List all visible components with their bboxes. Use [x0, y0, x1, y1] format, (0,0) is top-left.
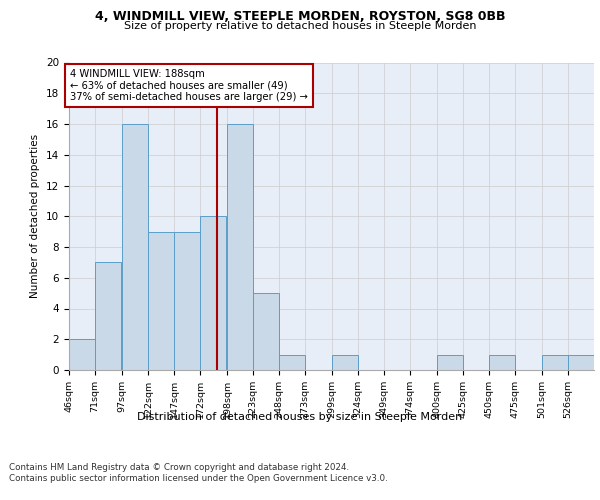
Bar — [542, 354, 568, 370]
Text: Distribution of detached houses by size in Steeple Morden: Distribution of detached houses by size … — [137, 412, 463, 422]
Text: Size of property relative to detached houses in Steeple Morden: Size of property relative to detached ho… — [124, 21, 476, 31]
Bar — [279, 354, 305, 370]
Bar — [437, 354, 463, 370]
Bar — [332, 354, 358, 370]
Text: 4 WINDMILL VIEW: 188sqm
← 63% of detached houses are smaller (49)
37% of semi-de: 4 WINDMILL VIEW: 188sqm ← 63% of detache… — [70, 68, 308, 102]
Bar — [227, 124, 253, 370]
Text: Contains HM Land Registry data © Crown copyright and database right 2024.: Contains HM Land Registry data © Crown c… — [9, 462, 349, 471]
Bar — [95, 262, 121, 370]
Text: 4, WINDMILL VIEW, STEEPLE MORDEN, ROYSTON, SG8 0BB: 4, WINDMILL VIEW, STEEPLE MORDEN, ROYSTO… — [95, 10, 505, 23]
Y-axis label: Number of detached properties: Number of detached properties — [31, 134, 40, 298]
Bar — [122, 124, 148, 370]
Bar — [69, 339, 95, 370]
Bar — [568, 354, 593, 370]
Text: Contains public sector information licensed under the Open Government Licence v3: Contains public sector information licen… — [9, 474, 388, 483]
Bar — [489, 354, 515, 370]
Bar — [148, 232, 173, 370]
Bar — [174, 232, 200, 370]
Bar — [200, 216, 226, 370]
Bar — [253, 293, 278, 370]
